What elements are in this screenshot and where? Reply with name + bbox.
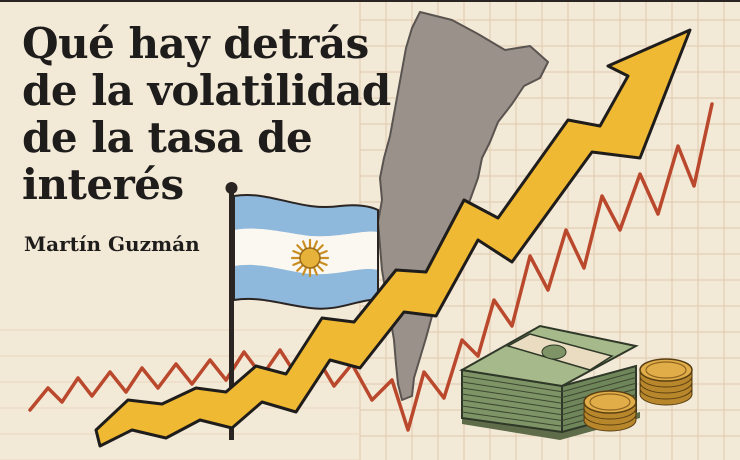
banknote-edge [461,411,563,427]
flag-outline [233,194,379,310]
banknote-edge [461,393,563,410]
banknote-edge [461,375,563,393]
banknote-edge [461,381,563,398]
title-line-2: de la volatilidad [22,66,391,115]
flag-pole [229,190,234,440]
coin-stack-icon [583,358,693,432]
argentina-flag-icon [225,182,379,440]
banknote-edge [461,387,563,404]
title-line-1: Qué hay detrás [22,19,369,68]
sun-of-may-icon [290,238,330,278]
banknote-edge [461,399,563,416]
coin-rim [589,393,631,411]
flag-stripe-top [234,194,378,237]
flag-pole-finial [225,182,238,194]
banknote-edge [461,405,563,421]
title-line-4: interés [22,160,184,209]
banknote-edge [561,371,637,393]
top-rule [0,0,740,2]
interest-rate-line-red [28,102,714,432]
author-name: Martín Guzmán [24,232,200,256]
sun-disc [299,247,321,269]
banknote-edge [561,377,637,398]
coin-rim [645,361,687,379]
flag-stripe-bottom [234,264,378,309]
article-title: Qué hay detrás de la volatilidad de la t… [22,20,391,208]
banknote-portrait [541,344,567,360]
title-line-3: de la tasa de [22,113,313,162]
rising-arrow-icon [94,28,692,448]
